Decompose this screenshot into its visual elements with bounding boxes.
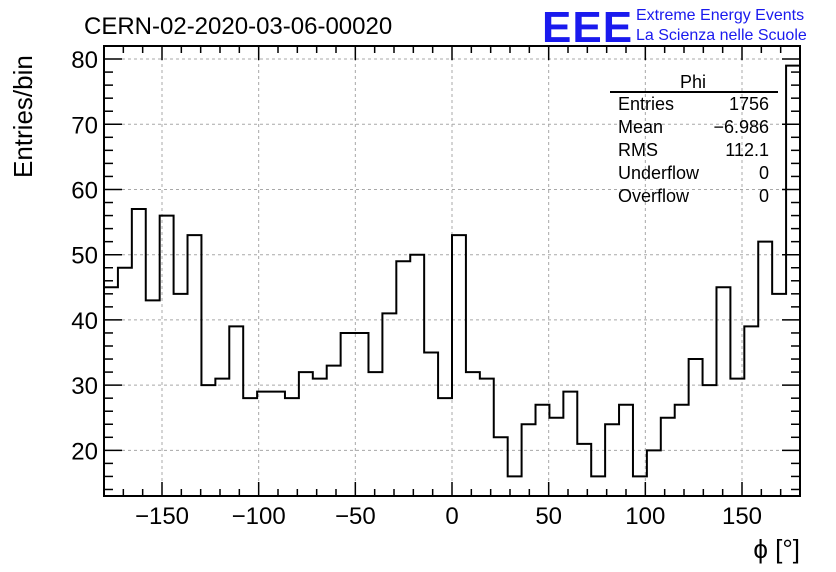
histogram-bin [382, 313, 396, 496]
stats-rows: Entries 1756 Mean −6.986 RMS 112.1 Underflow 0 O… [618, 94, 769, 206]
stats-label: Underflow [618, 163, 700, 183]
histogram-bin [271, 392, 285, 496]
x-tick-label: −150 [135, 503, 189, 530]
stats-label: Entries [618, 94, 674, 114]
histogram-bins [103, 64, 801, 496]
histogram-bin [466, 372, 480, 496]
stats-label: RMS [618, 140, 658, 160]
histogram-bin [494, 437, 508, 496]
stats-value: 112.1 [725, 140, 769, 160]
y-tick-label: 40 [71, 308, 98, 335]
histogram-bin [257, 392, 271, 496]
histogram-bin [146, 300, 160, 496]
histogram-bin [716, 287, 730, 496]
histogram-bin [215, 379, 229, 496]
histogram-bin [452, 235, 466, 496]
eee-logo-line2: La Scienza nelle Scuole [636, 27, 807, 44]
eee-logo-line1: Extreme Energy Events [636, 7, 804, 24]
histogram-bin [174, 294, 188, 496]
y-tick-label: 20 [71, 438, 98, 465]
stats-value: −6.986 [713, 117, 769, 137]
histogram-bin [577, 444, 591, 496]
histogram-bin [341, 333, 355, 496]
stats-value: 0 [759, 163, 769, 183]
histogram-bin [758, 242, 772, 496]
histogram-bin [591, 476, 605, 496]
stats-title: Phi [680, 72, 706, 92]
stats-value: 1756 [729, 94, 769, 114]
histogram-bin [675, 405, 689, 496]
histogram-bin [619, 405, 633, 496]
histogram-bin [689, 359, 703, 496]
y-tick-label: 70 [71, 112, 98, 139]
axis-ticks [103, 45, 801, 496]
y-tick-label: 80 [71, 47, 98, 74]
histogram-bin [368, 372, 382, 496]
histogram-bin [522, 424, 536, 496]
histogram-bin [730, 379, 744, 496]
x-tick-label: 50 [535, 503, 562, 530]
histogram-bin [661, 418, 675, 496]
x-tick-label: −50 [335, 503, 376, 530]
y-tick-label: 50 [71, 243, 98, 270]
histogram-outline [103, 64, 801, 496]
histogram-bin [160, 216, 174, 496]
chart-title: CERN-02-2020-03-06-00020 [84, 13, 392, 40]
histogram-bin [410, 255, 424, 496]
histogram-bin [772, 294, 786, 496]
x-tick-label: 150 [722, 503, 762, 530]
histogram-bin [104, 287, 118, 496]
x-tick-labels: −150 −100 −50 0 50 100 150 [135, 503, 762, 530]
x-tick-label: −100 [232, 503, 286, 530]
stats-box: Phi Entries 1756 Mean −6.986 RMS 112.1 Underfl… [610, 72, 778, 206]
histogram-bin [299, 372, 313, 496]
histogram-bin [188, 235, 202, 496]
y-axis-label: Entries/bin [8, 55, 38, 178]
histogram-bin [132, 209, 146, 496]
eee-logo: EEE [542, 3, 633, 52]
histogram-bin [355, 333, 369, 496]
x-axis-label: ϕ [°] [753, 534, 800, 564]
histogram-bin [703, 385, 717, 496]
y-tick-labels: 20 30 40 50 60 70 80 [71, 47, 98, 465]
y-tick-label: 30 [71, 373, 98, 400]
histogram-bin [285, 398, 299, 496]
histogram-bin [327, 366, 341, 496]
histogram-bin [744, 326, 758, 496]
x-tick-label: 0 [445, 503, 458, 530]
stats-label: Mean [618, 117, 663, 137]
histogram-bin [424, 353, 438, 496]
histogram-bin [313, 379, 327, 496]
histogram-bin [201, 385, 215, 496]
histogram-bin [480, 379, 494, 496]
x-tick-label: 100 [625, 503, 665, 530]
histogram-bin [438, 398, 452, 496]
y-tick-label: 60 [71, 177, 98, 204]
histogram-bin [605, 424, 619, 496]
histogram-bin [243, 398, 257, 496]
histogram-bin [563, 392, 577, 496]
histogram-bin [396, 261, 410, 496]
histogram-bin [118, 268, 132, 496]
histogram-bin [229, 326, 243, 496]
histogram-bin [549, 418, 563, 496]
histogram-bin [536, 405, 550, 496]
histogram-bin [647, 450, 661, 496]
stats-label: Overflow [618, 186, 690, 206]
stats-value: 0 [759, 186, 769, 206]
